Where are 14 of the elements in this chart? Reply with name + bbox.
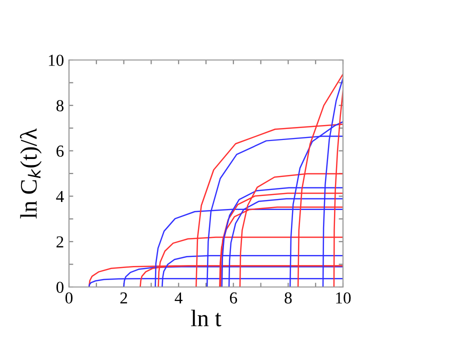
x-tick-label: 10 [336,292,351,304]
y-tick-label: 8 [56,100,64,112]
x-tick-label: 0 [65,292,73,304]
x-tick-label: 2 [120,292,128,304]
y-tick-label: 0 [56,282,64,293]
y-axis-title: ln C$_{k}$(t)/λ [20,128,42,218]
x-tick-label: 4 [174,292,183,304]
y-tick-label: 10 [48,54,64,66]
x-tick-label: 6 [230,292,238,304]
y-tick-label: 4 [56,191,64,202]
x-tick-label: 8 [284,292,292,304]
x-axis-title: ln t [191,310,222,326]
y-tick-label: 2 [56,236,64,248]
y-tick-label: 6 [56,146,64,157]
